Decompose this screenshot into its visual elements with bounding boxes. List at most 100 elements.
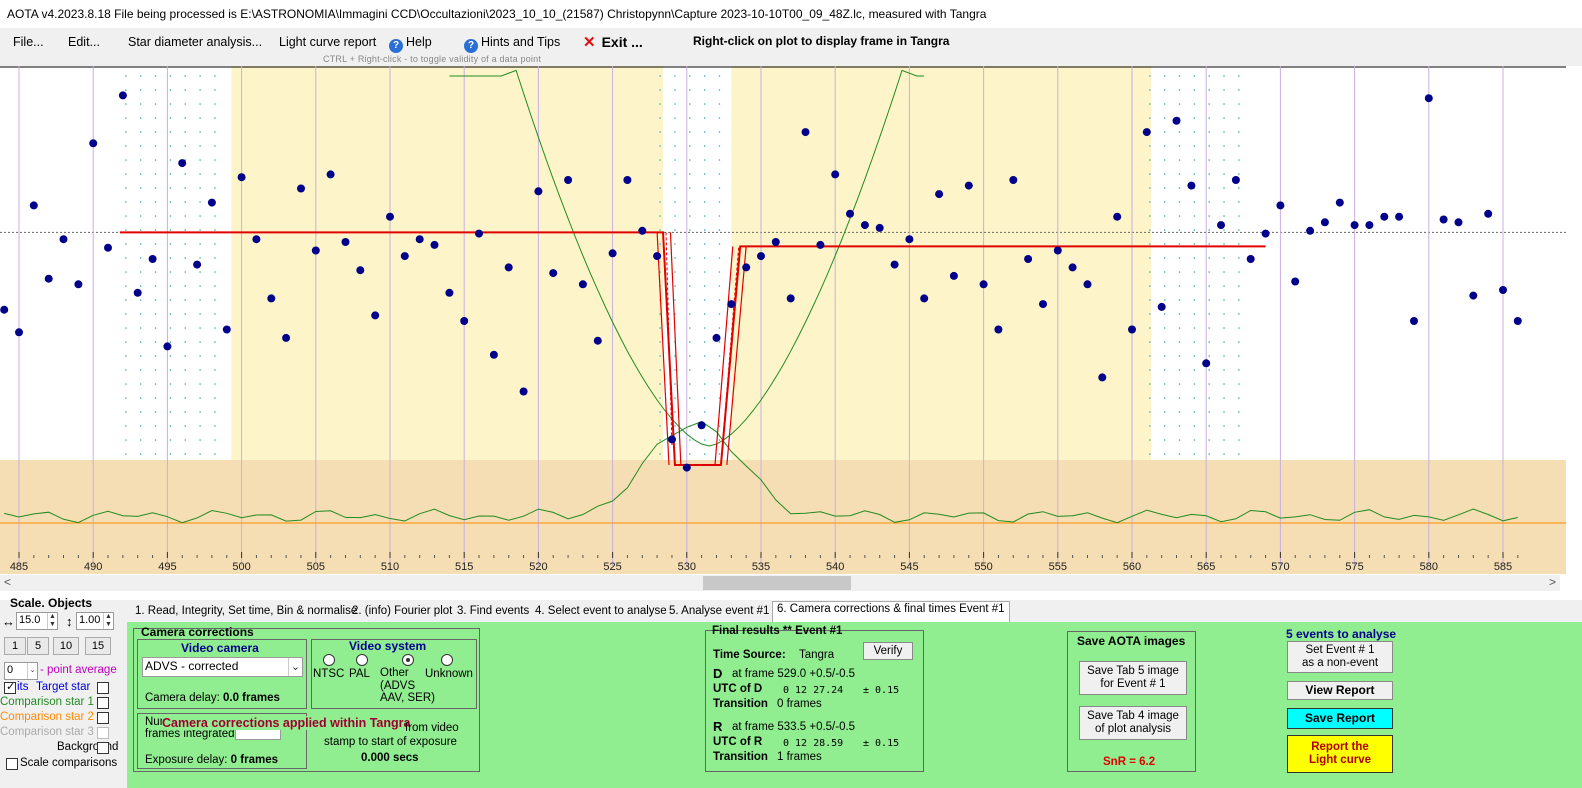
- scroll-left-icon[interactable]: <: [4, 575, 12, 589]
- data-point[interactable]: [475, 229, 483, 238]
- plot-scrollbar[interactable]: < >: [0, 575, 1560, 591]
- data-point[interactable]: [1499, 286, 1507, 294]
- background-checkbox[interactable]: [97, 742, 109, 754]
- data-point[interactable]: [1320, 218, 1329, 227]
- data-point[interactable]: [1454, 218, 1463, 227]
- target-checkbox[interactable]: ✓: [4, 681, 16, 694]
- data-point[interactable]: [1335, 198, 1344, 207]
- data-point[interactable]: [1513, 317, 1522, 325]
- data-point[interactable]: [875, 223, 884, 232]
- data-point[interactable]: [504, 263, 513, 272]
- save-tab5-image-button[interactable]: Save Tab 5 image for Event # 1: [1079, 661, 1187, 695]
- spin-arrows-icon[interactable]: ▲ ▼: [103, 613, 113, 629]
- data-point[interactable]: [1187, 181, 1196, 190]
- data-point[interactable]: [638, 226, 647, 235]
- data-point[interactable]: [148, 255, 157, 263]
- data-point[interactable]: [400, 252, 409, 261]
- data-point[interactable]: [489, 350, 498, 359]
- data-point[interactable]: [905, 235, 914, 244]
- data-point[interactable]: [386, 212, 394, 221]
- data-point[interactable]: [727, 300, 736, 309]
- data-point[interactable]: [1024, 255, 1033, 263]
- data-point[interactable]: [682, 463, 691, 472]
- spin-arrows-icon[interactable]: ▲ ▼: [47, 613, 57, 629]
- tab-analyse-event[interactable]: 5. Analyse event #1: [669, 605, 770, 617]
- data-point[interactable]: [1083, 280, 1092, 289]
- tab-camera-corrections[interactable]: 6. Camera corrections & final times Even…: [772, 601, 1010, 622]
- scale-button-5[interactable]: 5: [27, 637, 49, 655]
- data-point[interactable]: [1261, 229, 1270, 238]
- data-point[interactable]: [831, 170, 840, 179]
- data-point[interactable]: [623, 176, 632, 184]
- data-point[interactable]: [29, 201, 38, 210]
- data-point[interactable]: [786, 294, 795, 303]
- menu-file[interactable]: File...: [13, 35, 44, 49]
- verify-button[interactable]: Verify: [863, 642, 913, 660]
- data-point[interactable]: [1350, 221, 1359, 230]
- data-point[interactable]: [534, 187, 543, 196]
- tab-read[interactable]: 1. Read, Integrity, Set time, Bin & norm…: [135, 605, 358, 617]
- data-point[interactable]: [326, 170, 335, 179]
- data-point[interactable]: [133, 288, 142, 297]
- data-point[interactable]: [920, 294, 929, 303]
- data-point[interactable]: [1128, 325, 1136, 334]
- scale-button-15[interactable]: 15: [85, 637, 111, 655]
- save-tab4-image-button[interactable]: Save Tab 4 image of plot analysis: [1079, 706, 1187, 740]
- menu-light-curve-report[interactable]: Light curve report: [279, 35, 377, 49]
- menu-hints[interactable]: ? Hints and Tips: [464, 35, 560, 53]
- data-point[interactable]: [801, 128, 810, 137]
- data-point[interactable]: [742, 263, 751, 272]
- menu-edit[interactable]: Edit...: [68, 35, 100, 49]
- chevron-down-icon[interactable]: ⌄: [27, 663, 37, 679]
- tab-fourier[interactable]: 2. (info) Fourier plot: [352, 605, 453, 617]
- data-point[interactable]: [757, 252, 765, 261]
- data-point[interactable]: [445, 288, 454, 297]
- data-point[interactable]: [311, 246, 320, 255]
- view-report-button[interactable]: View Report: [1287, 681, 1393, 700]
- data-point[interactable]: [549, 269, 558, 278]
- data-point[interactable]: [578, 280, 587, 289]
- data-point[interactable]: [1380, 212, 1389, 221]
- unknown-radio[interactable]: [441, 654, 453, 666]
- pal-radio[interactable]: [356, 654, 368, 666]
- data-point[interactable]: [1098, 373, 1107, 382]
- data-point[interactable]: [964, 181, 973, 190]
- data-point[interactable]: [816, 240, 825, 249]
- tab-find-events[interactable]: 3. Find events: [457, 605, 530, 617]
- target-color-checkbox[interactable]: [97, 682, 109, 694]
- data-point[interactable]: [1484, 209, 1493, 218]
- data-point[interactable]: [935, 190, 944, 199]
- data-point[interactable]: [771, 238, 780, 246]
- data-point[interactable]: [1365, 221, 1374, 230]
- data-point[interactable]: [1246, 255, 1255, 263]
- data-point[interactable]: [282, 333, 291, 342]
- scroll-right-icon[interactable]: >: [1548, 575, 1556, 589]
- data-point[interactable]: [118, 91, 127, 100]
- scale-button-10[interactable]: 10: [53, 637, 79, 655]
- data-point[interactable]: [356, 266, 365, 275]
- data-point[interactable]: [668, 435, 676, 444]
- scale-button-1[interactable]: 1: [4, 637, 26, 655]
- data-point[interactable]: [1276, 201, 1285, 210]
- data-point[interactable]: [415, 235, 424, 244]
- data-point[interactable]: [860, 221, 869, 230]
- data-point[interactable]: [608, 249, 617, 258]
- data-point[interactable]: [1009, 176, 1018, 184]
- chevron-down-icon[interactable]: ⌄: [288, 658, 302, 676]
- data-point[interactable]: [653, 252, 662, 261]
- report-light-curve-button[interactable]: Report the Light curve: [1287, 735, 1393, 773]
- data-point[interactable]: [519, 387, 528, 396]
- data-point[interactable]: [1306, 226, 1315, 235]
- save-report-button[interactable]: Save Report: [1287, 708, 1393, 729]
- data-point[interactable]: [178, 159, 187, 168]
- data-point[interactable]: [1068, 263, 1077, 272]
- data-point[interactable]: [949, 271, 958, 280]
- data-point[interactable]: [104, 243, 112, 252]
- menu-help[interactable]: ? Help: [389, 35, 432, 53]
- v-scale-input[interactable]: 1.00 ▲ ▼: [76, 612, 114, 630]
- data-point[interactable]: [1395, 212, 1404, 221]
- data-point[interactable]: [74, 280, 83, 289]
- scale-comparisons-checkbox[interactable]: [6, 758, 18, 770]
- data-point[interactable]: [1202, 359, 1211, 368]
- data-point[interactable]: [237, 173, 246, 182]
